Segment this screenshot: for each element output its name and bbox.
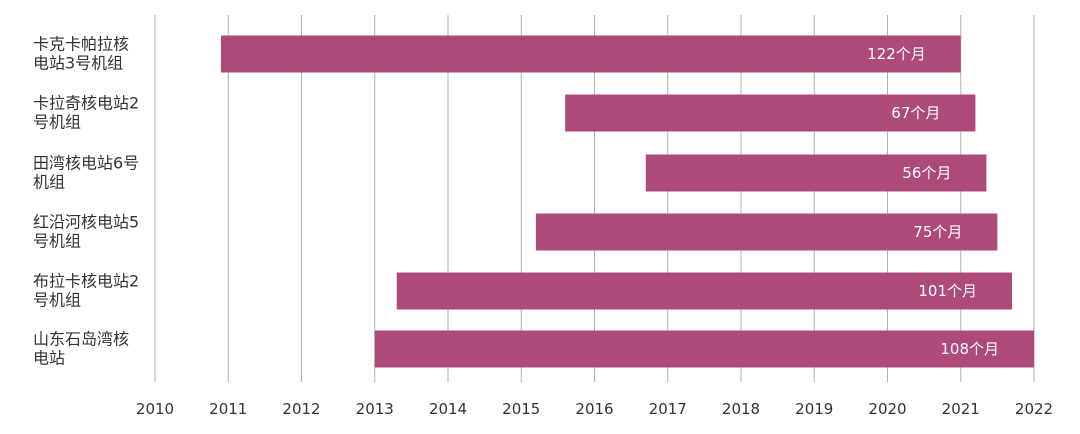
bar-2 xyxy=(565,94,976,132)
x-tick-label-2021: 2021 xyxy=(942,400,980,418)
bar-4 xyxy=(535,213,998,251)
category-label-line: 山东石岛湾核 xyxy=(33,330,129,349)
x-tick-label-2014: 2014 xyxy=(429,400,467,418)
category-label-line: 号机组 xyxy=(33,232,81,251)
category-label-line: 卡拉奇核电站2 xyxy=(33,94,139,113)
bar-value-label-1: 122个月 xyxy=(867,45,926,63)
x-tick-label-2011: 2011 xyxy=(209,400,247,418)
x-tick-label-2020: 2020 xyxy=(868,400,906,418)
bar-3 xyxy=(645,154,987,192)
gridlines xyxy=(154,15,1035,382)
x-tick-label-2013: 2013 xyxy=(356,400,394,418)
x-tick-label-2019: 2019 xyxy=(795,400,833,418)
x-tick-label-2017: 2017 xyxy=(649,400,687,418)
bar-value-label-3: 56个月 xyxy=(902,164,951,182)
category-label-line: 号机组 xyxy=(33,291,81,310)
bar-value-labels: 122个月 67个月 56个月 75个月 101个月 108个月 xyxy=(867,45,999,358)
bars xyxy=(220,35,1034,368)
x-tick-label-2010: 2010 xyxy=(136,400,174,418)
bar-value-label-2: 67个月 xyxy=(891,104,940,122)
x-axis-tick-labels: 2010 2011 2012 2013 2014 2015 2016 2017 2018 2019… xyxy=(136,400,1053,418)
category-label-line: 布拉卡核电站2 xyxy=(33,272,139,291)
category-label-line: 卡克卡帕拉核 xyxy=(33,35,129,54)
category-label-line: 田湾核电站6号 xyxy=(33,154,139,173)
category-label-line: 机组 xyxy=(33,173,65,192)
x-tick-label-2022: 2022 xyxy=(1015,400,1053,418)
bar-6 xyxy=(374,330,1034,368)
bar-value-label-5: 101个月 xyxy=(918,282,977,300)
x-tick-label-2012: 2012 xyxy=(282,400,320,418)
x-tick-label-2015: 2015 xyxy=(502,400,540,418)
category-label-1: 卡克卡帕拉核电站3号机组 xyxy=(33,35,129,73)
category-label-line: 号机组 xyxy=(33,113,81,132)
category-label-5: 布拉卡核电站2 号机组 xyxy=(33,272,139,310)
category-label-6: 山东石岛湾核电站 xyxy=(33,330,129,368)
category-label-3: 田湾核电站6号机组 xyxy=(33,154,139,192)
bar-5 xyxy=(396,272,1013,310)
x-tick-label-2018: 2018 xyxy=(722,400,760,418)
category-label-line: 电站 xyxy=(33,349,65,368)
bar-1 xyxy=(220,35,961,73)
bar-value-label-4: 75个月 xyxy=(913,223,962,241)
category-label-line: 红沿河核电站5 xyxy=(33,213,139,232)
category-label-line: 电站3号机组 xyxy=(33,54,123,73)
bar-value-label-6: 108个月 xyxy=(940,340,999,358)
category-label-4: 红沿河核电站5 号机组 xyxy=(33,213,139,251)
category-label-2: 卡拉奇核电站2 号机组 xyxy=(33,94,139,132)
x-tick-label-2016: 2016 xyxy=(575,400,613,418)
